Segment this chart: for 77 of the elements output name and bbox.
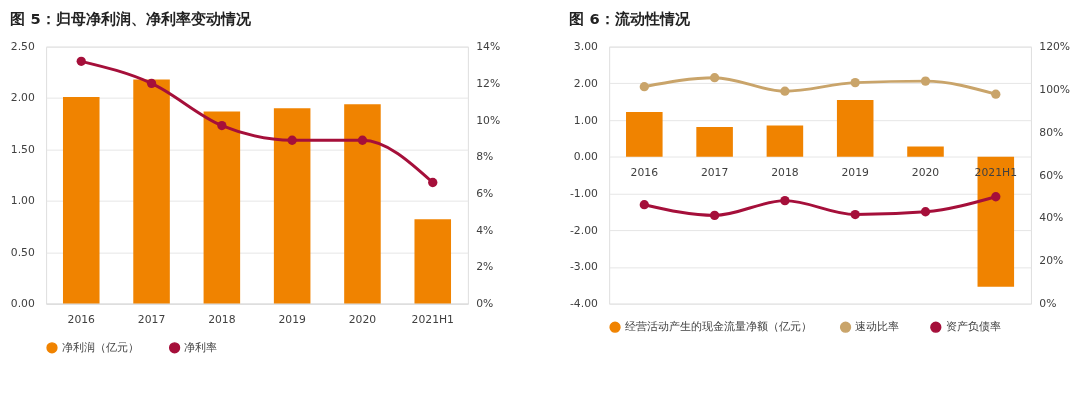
point [146, 78, 157, 88]
point [217, 120, 227, 131]
y-tick-label: -2.00 [569, 223, 598, 237]
bar [907, 146, 944, 157]
point [920, 76, 931, 86]
y-tick-label: -3.00 [569, 260, 598, 274]
x-tick-label: 2020 [348, 312, 377, 326]
y-tick-label: 3.00 [573, 40, 598, 54]
y2-tick-label: 120% [1039, 40, 1071, 54]
x-tick-label: 2017 [137, 312, 166, 326]
point [76, 56, 86, 66]
y2-tick-label: 0% [476, 297, 494, 311]
point [850, 77, 860, 88]
y2-tick-label: 12% [476, 76, 501, 90]
y-tick-label: -1.00 [569, 186, 598, 200]
point [780, 195, 790, 206]
bar [344, 104, 381, 304]
y2-tick-label: 60% [1039, 168, 1064, 182]
legend-label: 资产负债率 [945, 320, 1001, 334]
point [780, 86, 790, 96]
bar [766, 125, 804, 157]
y-tick-label: 0.00 [10, 297, 35, 311]
bar [626, 111, 663, 157]
y2-tick-label: 2% [476, 260, 494, 274]
y2-tick-label: 20% [1039, 254, 1064, 268]
point [287, 135, 297, 145]
point [920, 207, 931, 217]
point [850, 209, 860, 220]
x-tick-label: 2018 [771, 165, 799, 179]
y2-tick-label: 6% [476, 186, 494, 200]
x-tick-label: 2016 [67, 312, 96, 326]
point [428, 177, 438, 188]
legend-label: 经营活动产生的现金流量净额（亿元） [624, 320, 812, 334]
y-tick-label: 1.00 [573, 113, 598, 127]
y-tick-label: 0.00 [573, 150, 598, 164]
y2-tick-label: 8% [476, 150, 494, 164]
point [991, 89, 1001, 99]
y2-tick-label: 4% [476, 223, 494, 237]
y-tick-label: 2.00 [573, 76, 598, 90]
y2-tick-label: 100% [1039, 82, 1071, 96]
x-tick-label: 2021H1 [411, 312, 454, 326]
bar [414, 219, 452, 304]
y2-tick-label: 40% [1039, 211, 1064, 225]
point [991, 192, 1001, 202]
y2-tick-label: 14% [476, 40, 501, 54]
chart-title: 图 6：流动性情况 [569, 10, 691, 28]
legend-label: 速动比率 [855, 320, 900, 334]
y2-tick-label: 0% [1039, 297, 1057, 311]
bar [696, 127, 733, 157]
legend-label: 净利润（亿元） [61, 340, 139, 354]
bar [203, 111, 241, 304]
x-tick-label: 2016 [630, 165, 659, 179]
point [709, 73, 720, 83]
y-tick-label: 2.00 [10, 91, 35, 105]
x-tick-label: 2019 [278, 312, 307, 326]
y2-tick-label: 80% [1039, 125, 1064, 139]
x-tick-label: 2020 [911, 165, 940, 179]
legend-label: 净利率 [184, 340, 218, 354]
x-tick-label: 2017 [700, 165, 729, 179]
point [639, 200, 649, 210]
point [639, 82, 649, 92]
bar [273, 108, 311, 304]
point [357, 135, 368, 145]
chart-title: 图 5：归母净利润、净利率变动情况 [10, 10, 252, 28]
y-tick-label: 2.50 [10, 40, 35, 54]
y-tick-label: 1.00 [10, 194, 35, 208]
y-tick-label: 0.50 [10, 245, 35, 259]
bar [133, 79, 170, 304]
x-tick-label: 2019 [841, 165, 870, 179]
bar [62, 97, 100, 304]
bar [836, 99, 874, 157]
x-tick-label: 2018 [208, 312, 236, 326]
y2-tick-label: 10% [476, 113, 501, 127]
y-tick-label: -4.00 [569, 297, 598, 311]
y-tick-label: 1.50 [10, 142, 35, 156]
bar [977, 156, 1015, 287]
point [709, 210, 720, 221]
